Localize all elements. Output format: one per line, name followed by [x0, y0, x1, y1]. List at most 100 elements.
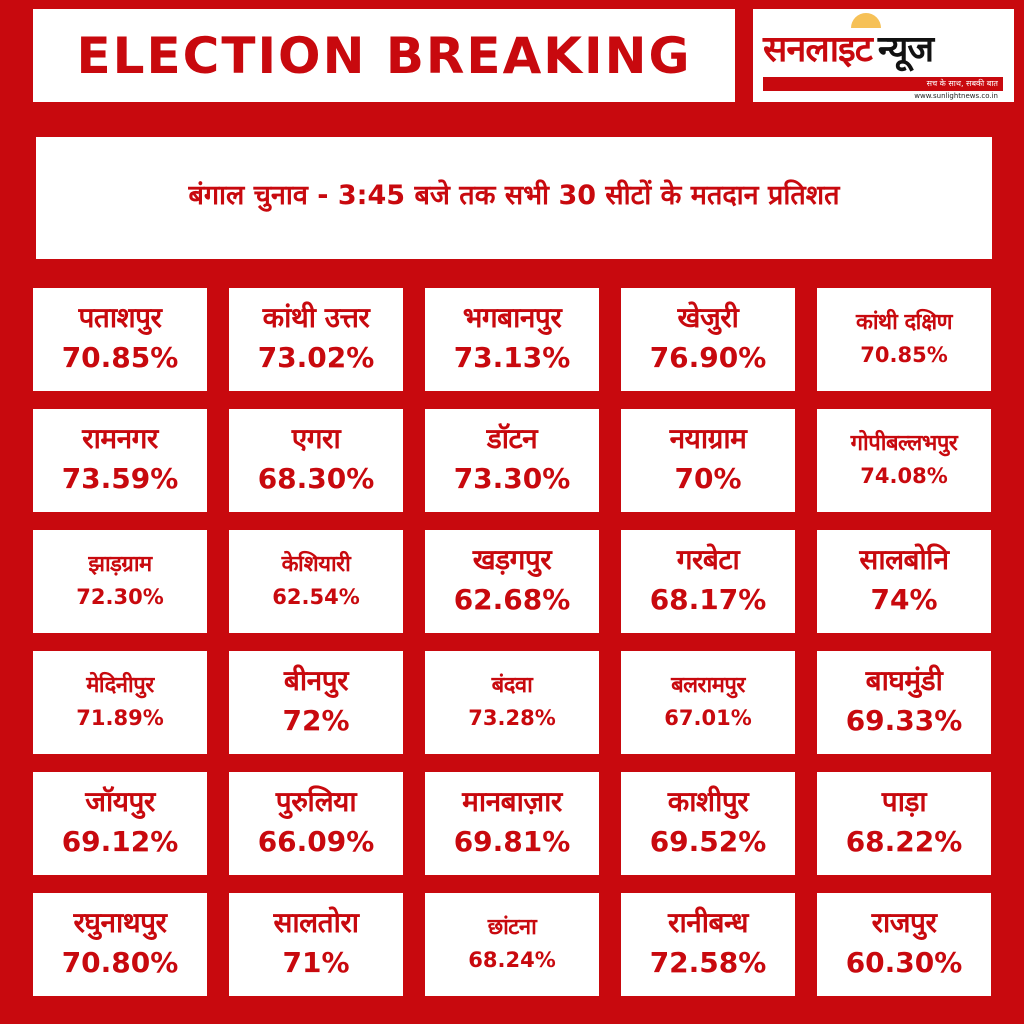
seat-name: रघुनाथपुर [73, 906, 167, 940]
seat-turnout: 60.30% [845, 946, 963, 980]
seat-name: झाड़ग्राम [88, 552, 152, 578]
seat-card: बाघमुंडी 69.33% [817, 651, 991, 754]
seat-turnout: 68.17% [649, 583, 767, 617]
seat-name: मेदिनीपुर [86, 673, 154, 699]
seat-name: राजपुर [871, 906, 937, 940]
seat-card: रामनगर 73.59% [33, 409, 207, 512]
seat-turnout: 73.28% [468, 705, 556, 730]
seat-name: एगरा [291, 422, 341, 456]
title-banner: ELECTION BREAKING [33, 9, 735, 102]
seat-name: सालतोरा [273, 906, 359, 940]
seat-turnout: 68.30% [257, 462, 375, 496]
seat-card: बलरामपुर 67.01% [621, 651, 795, 754]
seat-turnout: 70% [674, 462, 742, 496]
seat-card: भगबानपुर 73.13% [425, 288, 599, 391]
seat-card: पाड़ा 68.22% [817, 772, 991, 875]
subtitle: बंगाल चुनाव - 3:45 बजे तक सभी 30 सीटों क… [188, 179, 840, 211]
seat-card: कांथी दक्षिण 70.85% [817, 288, 991, 391]
seat-card: गरबेटा 68.17% [621, 530, 795, 633]
seat-name: केशियारी [281, 552, 351, 578]
seat-card: गोपीबल्लभपुर 74.08% [817, 409, 991, 512]
seat-card: नयाग्राम 70% [621, 409, 795, 512]
seat-turnout: 73.13% [453, 341, 571, 375]
seat-name: बलरामपुर [671, 673, 745, 699]
seat-card: बंदवा 73.28% [425, 651, 599, 754]
seat-name: गरबेटा [676, 543, 740, 577]
seat-turnout: 69.33% [845, 704, 963, 738]
seat-card: सालतोरा 71% [229, 893, 403, 996]
seat-turnout: 69.52% [649, 825, 767, 859]
seat-turnout: 67.01% [664, 705, 752, 730]
seat-card: बीनपुर 72% [229, 651, 403, 754]
seat-card: पताशपुर 70.85% [33, 288, 207, 391]
sun-icon [851, 13, 881, 28]
seat-name: रानीबन्ध [668, 906, 748, 940]
seat-turnout: 74% [870, 583, 938, 617]
seat-card: खड़गपुर 62.68% [425, 530, 599, 633]
brand-logo: सनलाइट न्यूज सच के साथ, सबकी बात www.sunl… [753, 9, 1014, 102]
seat-card: डॉटन 73.30% [425, 409, 599, 512]
seat-turnout: 68.24% [468, 947, 556, 972]
seat-name: कांथी उत्तर [262, 301, 370, 335]
seat-turnout: 70.85% [61, 341, 179, 375]
seat-grid: पताशपुर 70.85% कांथी उत्तर 73.02% भगबानपुर… [33, 288, 991, 996]
seat-card: पुरुलिया 66.09% [229, 772, 403, 875]
logo-name: सनलाइट न्यूज [763, 23, 1004, 72]
seat-turnout: 74.08% [860, 463, 948, 488]
seat-card: मानबाज़ार 69.81% [425, 772, 599, 875]
seat-card: रानीबन्ध 72.58% [621, 893, 795, 996]
seat-name: बाघमुंडी [865, 664, 943, 698]
logo-name-part-2: न्यूज [877, 29, 934, 70]
seat-card: राजपुर 60.30% [817, 893, 991, 996]
seat-turnout: 73.59% [61, 462, 179, 496]
seat-name: बंदवा [491, 673, 533, 699]
seat-turnout: 72% [282, 704, 350, 738]
logo-tagline-bar [763, 77, 1003, 91]
seat-name: नयाग्राम [669, 422, 747, 456]
seat-name: काशीपुर [667, 785, 749, 819]
seat-card: छांटना 68.24% [425, 893, 599, 996]
seat-name: भगबानपुर [462, 301, 562, 335]
seat-turnout: 73.30% [453, 462, 571, 496]
seat-turnout: 71% [282, 946, 350, 980]
seat-turnout: 69.12% [61, 825, 179, 859]
seat-card: मेदिनीपुर 71.89% [33, 651, 207, 754]
logo-name-part-1: सनलाइट [763, 29, 873, 70]
seat-name: खड़गपुर [472, 543, 552, 577]
seat-turnout: 72.58% [649, 946, 767, 980]
seat-turnout: 69.81% [453, 825, 571, 859]
seat-turnout: 70.80% [61, 946, 179, 980]
seat-card: कांथी उत्तर 73.02% [229, 288, 403, 391]
seat-turnout: 73.02% [257, 341, 375, 375]
page-title: ELECTION BREAKING [76, 26, 692, 85]
subtitle-banner: बंगाल चुनाव - 3:45 बजे तक सभी 30 सीटों क… [36, 137, 992, 259]
seat-turnout: 72.30% [76, 584, 164, 609]
seat-turnout: 76.90% [649, 341, 767, 375]
seat-name: गोपीबल्लभपुर [850, 431, 958, 457]
seat-card: झाड़ग्राम 72.30% [33, 530, 207, 633]
seat-name: सालबोनि [859, 543, 949, 577]
seat-name: मानबाज़ार [462, 785, 562, 819]
seat-name: बीनपुर [283, 664, 349, 698]
logo-tagline: सच के साथ, सबकी बात [926, 79, 998, 88]
seat-turnout: 70.85% [860, 342, 948, 367]
seat-name: पाड़ा [881, 785, 927, 819]
seat-card: जॉयपुर 69.12% [33, 772, 207, 875]
seat-card: काशीपुर 69.52% [621, 772, 795, 875]
seat-card: सालबोनि 74% [817, 530, 991, 633]
seat-name: रामनगर [82, 422, 158, 456]
seat-turnout: 62.54% [272, 584, 360, 609]
seat-turnout: 68.22% [845, 825, 963, 859]
logo-url: www.sunlightnews.co.in [914, 92, 998, 100]
seat-name: जॉयपुर [85, 785, 155, 819]
seat-name: पुरुलिया [275, 785, 357, 819]
seat-name: छांटना [487, 915, 537, 941]
seat-card: एगरा 68.30% [229, 409, 403, 512]
seat-card: रघुनाथपुर 70.80% [33, 893, 207, 996]
seat-name: कांथी दक्षिण [855, 310, 953, 336]
seat-name: पताशपुर [78, 301, 162, 335]
seat-turnout: 66.09% [257, 825, 375, 859]
seat-turnout: 62.68% [453, 583, 571, 617]
seat-name: खेजुरी [677, 301, 739, 335]
seat-turnout: 71.89% [76, 705, 164, 730]
